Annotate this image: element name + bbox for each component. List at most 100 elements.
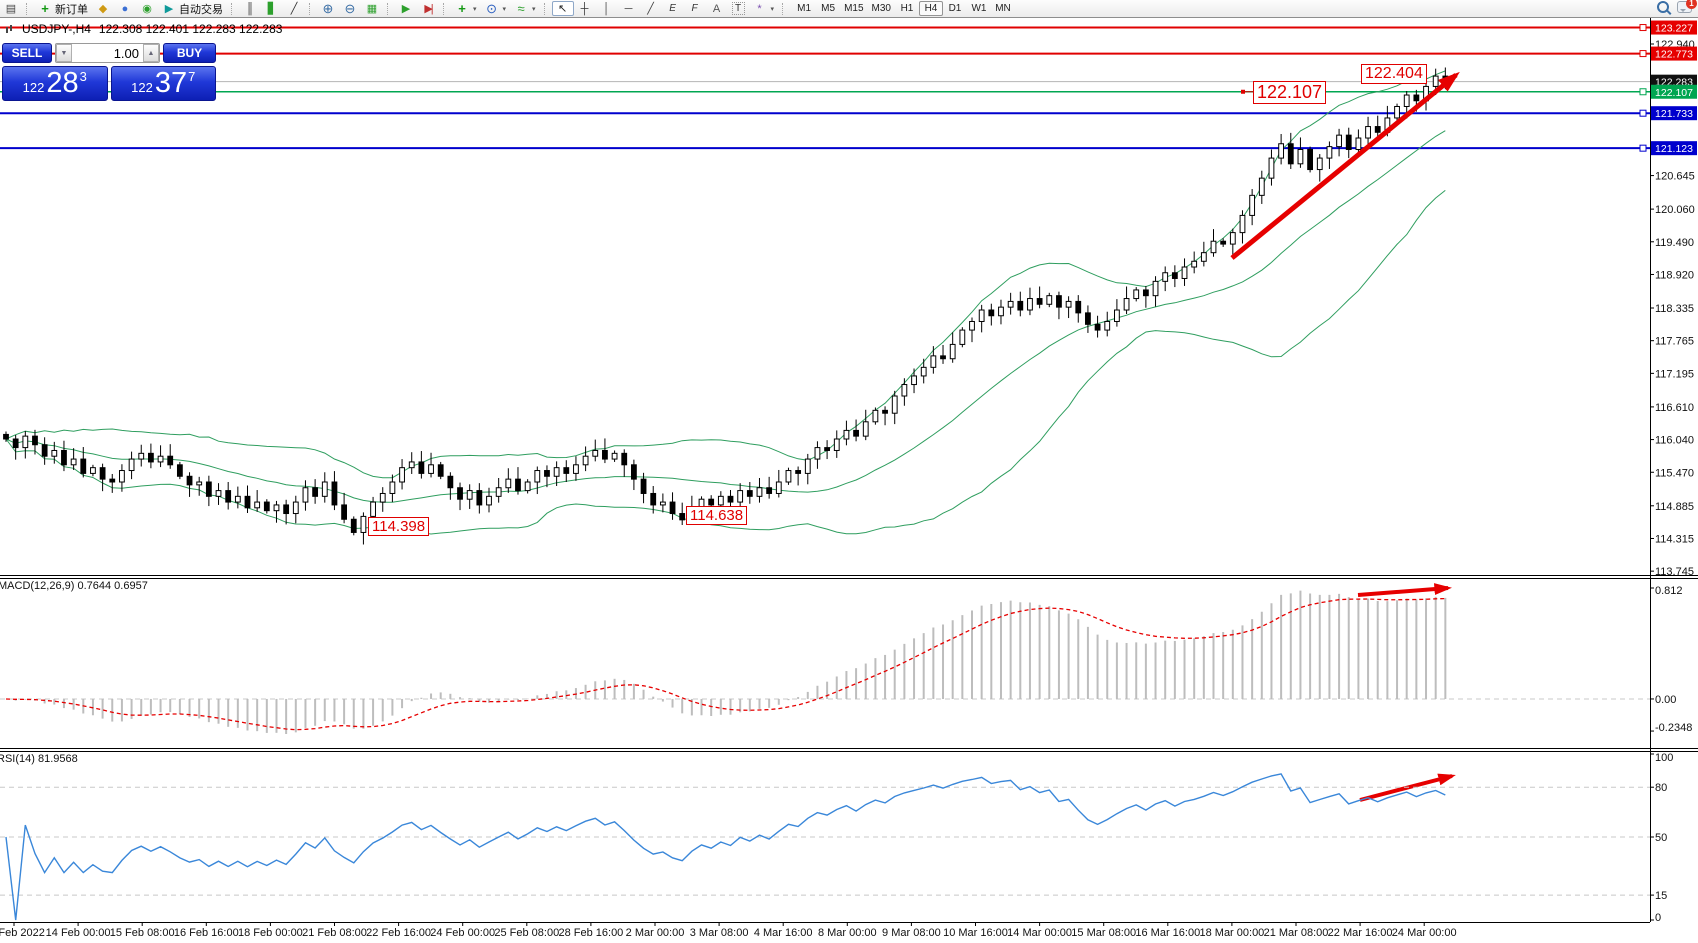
line-chart-button[interactable]: ╱ xyxy=(283,1,305,16)
rsi-label: RSI(14) 81.9568 xyxy=(0,753,78,765)
new-order-icon: + xyxy=(41,0,49,16)
period-button[interactable]: ⊙ ▾ xyxy=(481,1,511,16)
one-click-trading-panel: SELL ▼ ▲ BUY 122 28 3 122 37 7 xyxy=(2,43,216,101)
vertical-line-button[interactable]: │ xyxy=(596,1,618,16)
date-tick-label: 10 Feb 2022 xyxy=(0,927,45,939)
autotrading-button[interactable]: ▶ 自动交易 xyxy=(158,1,227,16)
equidistant-channel-button[interactable]: E xyxy=(662,1,684,16)
price-tick-label: 118.920 xyxy=(1655,269,1694,281)
signals-icon: ◉ xyxy=(142,2,152,15)
line-handle[interactable] xyxy=(1639,88,1647,96)
volume-decrease-button[interactable]: ▼ xyxy=(56,44,72,62)
crosshair-button[interactable]: ┼ xyxy=(574,1,596,16)
trend-arrow[interactable] xyxy=(1230,71,1460,260)
price-tick-label: 115.470 xyxy=(1655,467,1694,479)
arrows-button[interactable]: * ▾ xyxy=(749,1,779,16)
arrows-icon: * xyxy=(757,2,762,15)
auto-scroll-button[interactable]: ▶ xyxy=(395,1,417,16)
timeframe-m30-button[interactable]: M30 xyxy=(868,1,895,16)
chart-window-icon: ▤ xyxy=(5,2,17,15)
search-icon[interactable] xyxy=(1657,1,1669,13)
price-tick-label: 120.645 xyxy=(1655,171,1695,183)
date-tick-label: 10 Mar 16:00 xyxy=(943,927,1008,939)
zoom-in-button[interactable]: ⊕ xyxy=(317,1,339,16)
trend-arrow[interactable] xyxy=(1357,583,1452,597)
buy-button[interactable]: BUY xyxy=(163,43,216,63)
horizontal-line-button[interactable]: ─ xyxy=(618,1,640,16)
macd-axis-label: 0.812 xyxy=(1655,585,1683,597)
price-tick-label: 118.335 xyxy=(1655,303,1694,315)
price-callout[interactable]: 122.107 xyxy=(1253,81,1327,104)
chart-ohlc-values: 122.308 122.401 122.283 122.283 xyxy=(98,22,283,36)
signals-button[interactable]: ◉ xyxy=(136,1,158,16)
buy-price-main: 37 xyxy=(154,67,188,99)
templates-button[interactable]: ≈ ▾ xyxy=(510,1,540,16)
styler-button[interactable]: ◆ xyxy=(92,1,114,16)
chevron-down-icon: ▾ xyxy=(532,5,536,13)
zoom-out-button[interactable]: ⊖ xyxy=(339,1,361,16)
svg-text:122.107: 122.107 xyxy=(1655,87,1693,99)
timeframe-w1-button[interactable]: W1 xyxy=(967,1,991,16)
rsi-axis-label: 80 xyxy=(1655,782,1667,794)
price-callout[interactable]: 114.638 xyxy=(686,506,748,525)
fibonacci-icon: F xyxy=(691,2,698,14)
text-button[interactable]: A xyxy=(706,1,728,16)
date-tick-label: 2 Mar 00:00 xyxy=(626,927,685,939)
date-tick-label: 14 Mar 00:00 xyxy=(1007,927,1072,939)
notifications-icon[interactable]: 1 xyxy=(1677,0,1697,13)
toolbar-separator xyxy=(387,2,392,15)
fibonacci-button[interactable]: F xyxy=(684,1,706,16)
price-tick-label: 114.315 xyxy=(1655,533,1694,545)
sell-price-pip: 3 xyxy=(79,69,87,84)
bar-chart-button[interactable]: ║ xyxy=(239,1,261,16)
tile-windows-button[interactable]: ▦ xyxy=(361,1,383,16)
vertical-line-icon: │ xyxy=(603,2,610,15)
date-tick-label: 21 Mar 08:00 xyxy=(1264,927,1329,939)
profiles-button[interactable]: ● xyxy=(114,1,136,16)
price-tick-label: 120.060 xyxy=(1655,204,1695,216)
notification-badge: 1 xyxy=(1686,0,1697,9)
price-tick-label: 116.610 xyxy=(1655,402,1694,414)
line-handle[interactable] xyxy=(1639,50,1647,58)
volume-increase-button[interactable]: ▲ xyxy=(143,44,159,62)
chart-shift-icon: ▶| xyxy=(424,2,433,15)
new-chart-button[interactable]: + ▾ xyxy=(451,1,481,16)
sell-button[interactable]: SELL xyxy=(2,43,52,63)
timeframe-m5-button[interactable]: M5 xyxy=(816,1,840,16)
price-tick-label: 117.765 xyxy=(1655,336,1694,348)
timeframe-h4-button[interactable]: H4 xyxy=(918,1,943,16)
date-tick-label: 16 Feb 16:00 xyxy=(174,927,239,939)
timeframe-mn-button[interactable]: MN xyxy=(991,1,1015,16)
chart-shift-button[interactable]: ▶| xyxy=(417,1,439,16)
price-badge xyxy=(1651,84,1697,99)
new-chart-icon: + xyxy=(458,0,466,16)
date-tick-label: 18 Mar 00:00 xyxy=(1199,927,1264,939)
trendline-button[interactable]: ╱ xyxy=(640,1,662,16)
timeframe-d1-button[interactable]: D1 xyxy=(943,1,967,16)
new-order-button[interactable]: + 新订单 xyxy=(34,1,92,16)
timeframe-h1-button[interactable]: H1 xyxy=(895,1,919,16)
sell-quote[interactable]: 122 28 3 xyxy=(2,66,108,101)
candlestick-chart-button[interactable]: ▋ xyxy=(261,1,283,16)
buy-quote[interactable]: 122 37 7 xyxy=(110,66,216,101)
chevron-down-icon: ▾ xyxy=(770,5,775,13)
chart-window-button[interactable]: ▤ xyxy=(0,1,22,16)
timeframe-m1-button[interactable]: M1 xyxy=(792,1,816,16)
date-tick-label: 21 Feb 08:00 xyxy=(302,927,367,939)
date-tick-label: 9 Mar 08:00 xyxy=(882,927,941,939)
line-handle[interactable] xyxy=(1639,24,1647,32)
timeframe-m15-button[interactable]: M15 xyxy=(840,1,867,16)
price-callout[interactable]: 122.404 xyxy=(1361,64,1427,84)
trend-arrow[interactable] xyxy=(1359,773,1456,802)
price-tick-label: 113.745 xyxy=(1655,566,1694,578)
cursor-button[interactable]: ↖ xyxy=(551,1,574,16)
chart-mini-icon xyxy=(5,24,14,34)
chart-symbol-period: USDJPY-,H4 xyxy=(22,22,91,36)
date-tick-label: 14 Feb 00:00 xyxy=(46,927,111,939)
volume-input[interactable] xyxy=(72,44,143,62)
line-handle[interactable] xyxy=(1639,109,1647,117)
price-callout[interactable]: 114.398 xyxy=(368,517,430,536)
line-handle[interactable] xyxy=(1639,144,1647,152)
text-label-button[interactable]: T xyxy=(728,1,749,16)
